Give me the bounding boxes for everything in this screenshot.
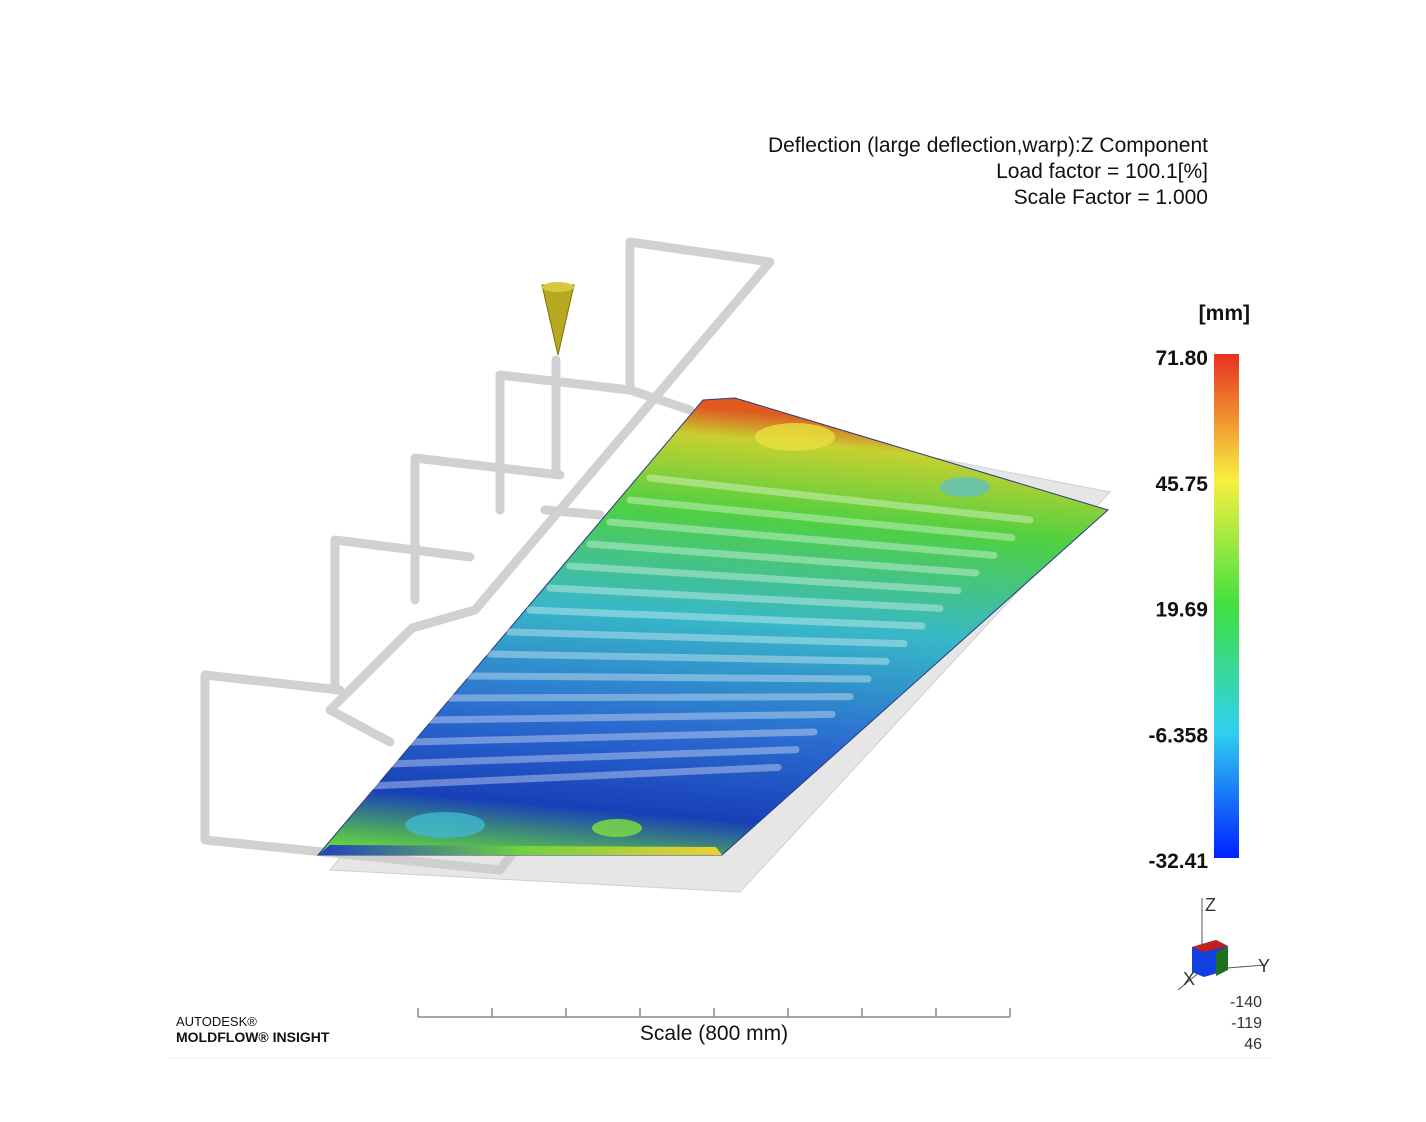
scale-label: Scale (800 mm) bbox=[640, 1022, 788, 1045]
legend-label: 45.75 bbox=[1155, 473, 1208, 496]
ribs bbox=[366, 474, 1034, 790]
legend-label: -6.358 bbox=[1148, 724, 1208, 747]
coordinate: -119 bbox=[1231, 1015, 1262, 1032]
axis-label: Y bbox=[1258, 956, 1270, 976]
part bbox=[316, 397, 1109, 856]
logo-product: MOLDFLOW® INSIGHT bbox=[176, 1029, 330, 1045]
header-line: Scale Factor = 1.000 bbox=[1014, 186, 1208, 209]
logo-brand: AUTODESK® bbox=[176, 1014, 257, 1029]
rib bbox=[606, 518, 998, 559]
boss bbox=[405, 812, 485, 838]
rib bbox=[486, 650, 890, 665]
legend: [mm] 71.80 45.75 19.69 -6.358 -32.41 bbox=[1148, 302, 1250, 873]
cube-side bbox=[1216, 946, 1228, 976]
rib bbox=[466, 672, 872, 683]
model-view bbox=[200, 237, 1111, 893]
rib bbox=[506, 628, 908, 648]
rib bbox=[526, 606, 926, 630]
boss bbox=[592, 819, 642, 837]
rib bbox=[626, 496, 1016, 542]
rib bbox=[406, 728, 818, 746]
rib bbox=[446, 693, 854, 702]
coordinate: -140 bbox=[1230, 994, 1262, 1011]
logo: AUTODESK® MOLDFLOW® INSIGHT bbox=[176, 1014, 330, 1045]
boss bbox=[755, 423, 835, 451]
legend-unit: [mm] bbox=[1199, 302, 1250, 325]
sprue-top bbox=[542, 282, 574, 292]
cube-top bbox=[1192, 940, 1228, 952]
rib bbox=[386, 746, 800, 768]
rib bbox=[426, 710, 836, 724]
axis-triad: Z Y X -140 -119 46 bbox=[1177, 895, 1270, 1053]
legend-labels: 71.80 45.75 19.69 -6.358 -32.41 bbox=[1148, 347, 1208, 873]
rib bbox=[586, 540, 980, 577]
legend-label: 19.69 bbox=[1155, 599, 1208, 622]
rib bbox=[566, 562, 962, 595]
rib bbox=[366, 763, 782, 790]
axis-label: X bbox=[1183, 969, 1195, 989]
boss bbox=[940, 477, 990, 497]
header-line: Deflection (large deflection,warp):Z Com… bbox=[768, 134, 1208, 157]
part-edge bbox=[318, 845, 722, 855]
legend-label: -32.41 bbox=[1148, 850, 1208, 873]
colorbar bbox=[1214, 354, 1239, 858]
rib bbox=[546, 584, 944, 612]
scale-bar: Scale (800 mm) bbox=[417, 1008, 1011, 1045]
header-line: Load factor = 100.1[%] bbox=[996, 160, 1208, 183]
legend-label: 71.80 bbox=[1155, 347, 1208, 370]
coordinate: 46 bbox=[1244, 1036, 1262, 1053]
axis-label: Z bbox=[1205, 895, 1216, 915]
sprue bbox=[541, 284, 575, 356]
header: Deflection (large deflection,warp):Z Com… bbox=[768, 134, 1208, 209]
rib bbox=[646, 474, 1034, 524]
